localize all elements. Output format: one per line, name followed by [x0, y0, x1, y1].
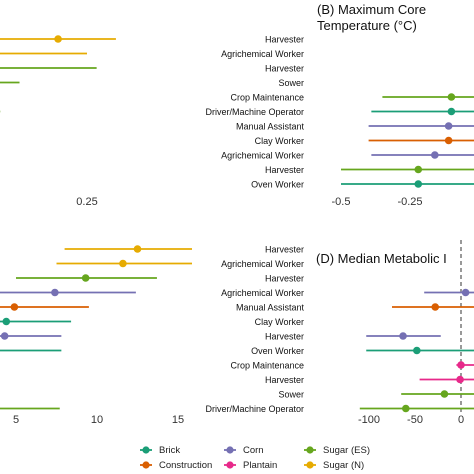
legend-swatch-4 [306, 446, 314, 454]
panel-d-tick-2: 0 [458, 414, 464, 426]
panel-a-tick-0: 0.25 [76, 196, 97, 208]
panel-c-point-1 [119, 259, 127, 268]
panel-d-point-6 [399, 332, 407, 340]
labels-top-label-10: Oven Worker [251, 180, 304, 190]
labels-top-label-6: Manual Assistant [236, 122, 305, 132]
panel-d-point-10 [440, 390, 449, 398]
legend-swatch-2 [226, 446, 234, 454]
panel-d-point-11 [402, 404, 410, 413]
panel-d-tick-0: -100 [358, 414, 380, 426]
labels-top-label-7: Clay Worker [255, 136, 304, 146]
panel-c-point-5 [2, 317, 11, 326]
labels-bottom-label-8: Crop Maintenance [230, 361, 304, 371]
labels-bottom-label-7: Oven Worker [251, 346, 304, 356]
legend-label-2: Corn [243, 445, 264, 456]
labels-top-label-9: Harvester [265, 165, 304, 175]
legend-swatch-1 [142, 461, 150, 469]
labels-top-label-3: Sower [278, 78, 304, 88]
panel-d: (D) Median Metabolic I -100 -50 0 [316, 240, 474, 426]
legend-label-0: Brick [159, 445, 180, 456]
panel-c-point-3 [51, 288, 59, 297]
legend-label-1: Construction [159, 460, 212, 471]
legend-swatch-3 [226, 461, 234, 469]
occupation-labels-bottom: Harvester Agrichemical Worker Harvester Agr… [205, 245, 304, 415]
panel-b-tick-1: -0.25 [397, 196, 422, 208]
panel-d-point-7 [413, 346, 421, 355]
panel-b-tick-0: -0.5 [332, 196, 351, 208]
panel-c-point-2 [81, 274, 90, 282]
labels-top-label-8: Agrichemical Worker [221, 151, 304, 161]
labels-bottom-label-1: Agrichemical Worker [221, 259, 304, 269]
legend-label-3: Plantain [243, 460, 277, 471]
labels-bottom-label-6: Harvester [265, 332, 304, 342]
labels-top-label-1: Agrichemical Worker [221, 49, 304, 59]
panel-d-point-9 [456, 375, 464, 384]
labels-top-label-4: Crop Maintenance [230, 93, 304, 103]
panel-b: (B) Maximum Core Temperature (°C) -0.5 -0… [317, 2, 474, 208]
panel-b-point-5 [447, 107, 456, 116]
legend-swatch-5 [306, 461, 314, 469]
legend-swatch-0 [142, 446, 150, 454]
panel-c: 5 10 15 [0, 245, 192, 426]
panel-a: 0.25 [0, 35, 116, 208]
panel-c-point-6 [0, 332, 9, 340]
panel-d-point-4 [431, 303, 440, 311]
panel-a-point-0 [54, 35, 62, 43]
panel-c-tick-0: 5 [13, 414, 19, 426]
labels-bottom-label-11: Driver/Machine Operator [205, 404, 304, 414]
panel-c-point-4 [10, 303, 19, 311]
occupation-labels-top: Harvester Agrichemical Worker Harvester Sow… [205, 35, 304, 190]
panel-b-point-6 [444, 122, 453, 130]
panel-c-tick-2: 15 [172, 414, 184, 426]
panel-b-point-4 [447, 93, 456, 101]
labels-bottom-label-10: Sower [278, 390, 304, 400]
labels-bottom-label-9: Harvester [265, 375, 304, 385]
panel-b-title-line2: Temperature (°C) [317, 18, 417, 33]
labels-bottom-label-0: Harvester [265, 245, 304, 255]
panel-c-point-0 [133, 245, 142, 253]
panel-d-point-3 [461, 288, 470, 297]
labels-top-label-0: Harvester [265, 35, 304, 45]
panel-b-point-8 [431, 151, 439, 159]
panel-d-tick-1: -50 [407, 414, 423, 426]
legend-label-5: Sugar (N) [323, 460, 364, 471]
legend: Brick Construction Corn Plantain Sugar (ES) S… [140, 445, 370, 471]
labels-bottom-label-3: Agrichemical Worker [221, 288, 304, 298]
panel-b-point-10 [414, 180, 423, 188]
panel-c-tick-1: 10 [91, 414, 103, 426]
labels-bottom-label-5: Clay Worker [255, 317, 304, 327]
legend-label-4: Sugar (ES) [323, 445, 370, 456]
panel-d-point-8 [457, 361, 465, 369]
labels-top-label-5: Driver/Machine Operator [205, 107, 304, 117]
panel-b-title-line1: (B) Maximum Core [317, 2, 426, 17]
panel-d-title: (D) Median Metabolic I [316, 251, 447, 266]
panel-b-point-9 [414, 165, 423, 174]
labels-bottom-label-2: Harvester [265, 274, 304, 284]
labels-top-label-2: Harvester [265, 64, 304, 74]
panel-b-point-7 [444, 136, 453, 145]
labels-bottom-label-4: Manual Assistant [236, 303, 305, 313]
